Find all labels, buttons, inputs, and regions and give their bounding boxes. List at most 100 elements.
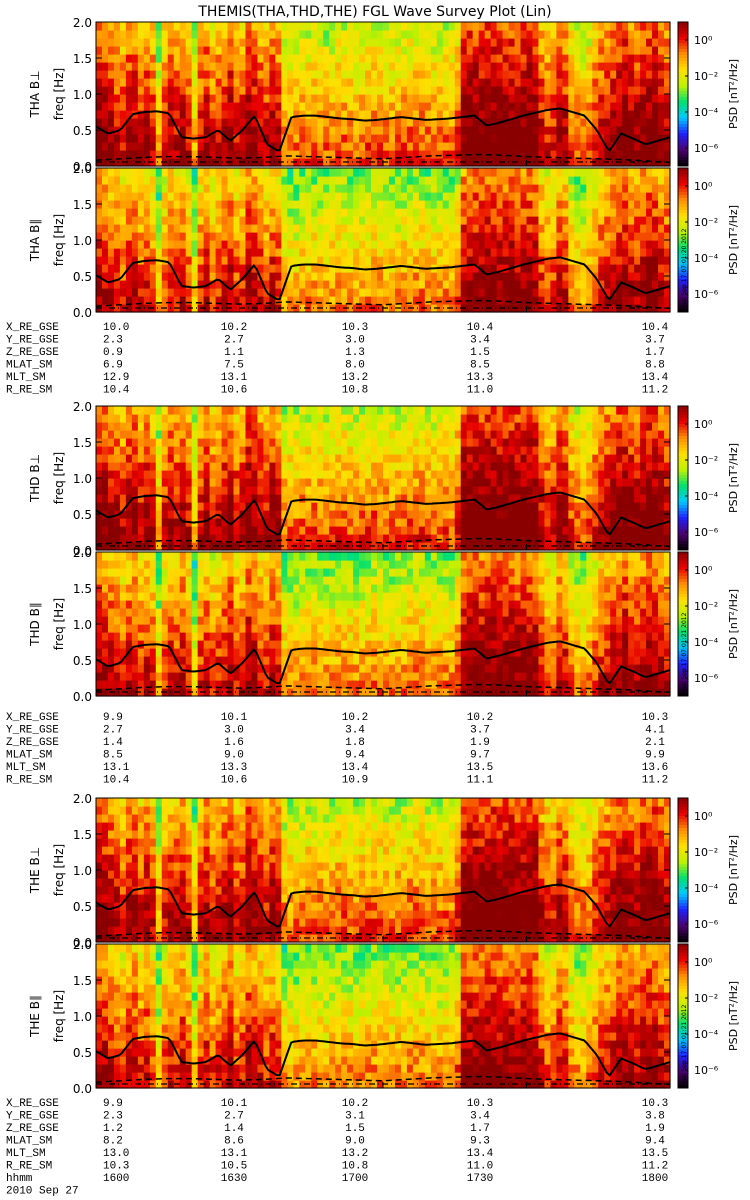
spectrogram-cell bbox=[412, 30, 420, 39]
spectrogram-cell bbox=[137, 126, 145, 135]
spectrogram-cell bbox=[550, 46, 557, 55]
spectrogram-cell bbox=[149, 224, 157, 233]
spectrogram-cell bbox=[640, 110, 647, 119]
spectrogram-cell bbox=[466, 208, 474, 217]
spectrogram-cell bbox=[556, 232, 563, 241]
spectrogram-cell bbox=[472, 142, 480, 151]
spectrogram-cell bbox=[143, 486, 151, 495]
spectrogram-cell bbox=[460, 430, 468, 439]
spectrogram-cell bbox=[191, 70, 199, 79]
spectrogram-cell bbox=[281, 446, 288, 455]
spectrogram-cell bbox=[532, 542, 540, 551]
spectrogram-cell bbox=[460, 86, 468, 95]
spectrogram-cell bbox=[550, 208, 557, 217]
spectrogram-cell bbox=[383, 446, 390, 455]
spectrogram-cell bbox=[652, 280, 659, 289]
spectrogram-cell bbox=[137, 264, 145, 273]
spectrogram-cell bbox=[263, 264, 270, 273]
spectrogram-cell bbox=[173, 54, 181, 63]
spectrogram-cell bbox=[586, 216, 593, 225]
spectrogram-cell bbox=[454, 264, 462, 273]
spectrogram-cell bbox=[233, 22, 241, 31]
spectrogram-cell bbox=[107, 438, 115, 447]
spectrogram-cell bbox=[502, 38, 510, 47]
spectrogram-cell bbox=[257, 168, 265, 177]
spectrogram-cell bbox=[664, 232, 671, 241]
spectrogram-cell bbox=[550, 176, 557, 185]
spectrogram-cell bbox=[628, 62, 635, 71]
spectrogram-cell bbox=[317, 518, 324, 527]
spectrogram-cell bbox=[592, 78, 599, 87]
spectrogram-cell bbox=[335, 240, 342, 249]
spectrogram-cell bbox=[107, 462, 115, 471]
colorbar-segment bbox=[678, 246, 688, 250]
spectrogram-cell bbox=[436, 502, 444, 511]
spectrogram-cell bbox=[448, 486, 456, 495]
spectrogram-cell bbox=[472, 38, 480, 47]
spectrogram-cell bbox=[424, 94, 432, 103]
spectrogram-cell bbox=[430, 406, 438, 415]
spectrogram-cell bbox=[353, 478, 360, 487]
spectrogram-cell bbox=[388, 470, 396, 479]
spectrogram-cell bbox=[418, 256, 426, 265]
colorbar-segment bbox=[678, 43, 688, 47]
spectrogram-cell bbox=[96, 150, 103, 159]
spectrogram-cell bbox=[442, 462, 450, 471]
spectrogram-cell bbox=[508, 38, 516, 47]
spectrogram-cell bbox=[365, 216, 372, 225]
spectrogram-cell bbox=[466, 168, 474, 177]
spectrogram-cell bbox=[335, 406, 342, 415]
spectrogram-cell bbox=[448, 272, 456, 281]
spectrogram-cell bbox=[400, 38, 408, 47]
spectrogram-cell bbox=[406, 248, 414, 257]
spectrogram-cell bbox=[239, 46, 247, 55]
spectrogram-cell bbox=[412, 94, 420, 103]
spectrogram-cell bbox=[371, 216, 378, 225]
spectrogram-cell bbox=[365, 470, 372, 479]
spectrogram-cell bbox=[568, 158, 575, 167]
spectrogram-cell bbox=[418, 54, 426, 63]
spectrogram-cell bbox=[658, 70, 665, 79]
spectrogram-cell bbox=[586, 176, 593, 185]
spectrogram-cell bbox=[394, 454, 402, 463]
spectrogram-cell bbox=[233, 150, 241, 159]
spectrogram-cell bbox=[424, 446, 432, 455]
spectrogram-cell bbox=[269, 110, 276, 119]
spectrogram-cell bbox=[227, 280, 235, 289]
spectrogram-cell bbox=[634, 240, 641, 249]
spectrogram-cell bbox=[197, 224, 205, 233]
spectrogram-cell bbox=[281, 200, 288, 209]
spectrogram-cell bbox=[287, 110, 294, 119]
spectrogram-cell bbox=[598, 86, 605, 95]
spectrogram-cell bbox=[233, 158, 241, 167]
spectrogram-cell bbox=[586, 272, 593, 281]
spectrogram-cell bbox=[400, 486, 408, 495]
spectrogram-cell bbox=[646, 208, 653, 217]
spectrogram-cell bbox=[233, 134, 241, 143]
spectrogram-cell bbox=[365, 22, 372, 31]
spectrogram-cell bbox=[532, 414, 540, 423]
spectrogram-cell bbox=[257, 240, 265, 249]
spectrogram-cell bbox=[406, 22, 414, 31]
spectrogram-cell bbox=[161, 70, 169, 79]
spectrogram-cell bbox=[658, 264, 665, 273]
spectrogram-cell bbox=[215, 62, 223, 71]
spectrogram-cell bbox=[269, 142, 276, 151]
spectrogram-cell bbox=[454, 288, 462, 297]
spectrogram-cell bbox=[155, 224, 163, 233]
spectrogram-cell bbox=[113, 30, 121, 39]
spectrogram-cell bbox=[215, 502, 223, 511]
spectrogram-cell bbox=[215, 150, 223, 159]
spectrogram-cell bbox=[125, 150, 133, 159]
spectrogram-cell bbox=[502, 110, 510, 119]
spectrogram-cell bbox=[263, 192, 270, 201]
spectrogram-cell bbox=[113, 208, 121, 217]
spectrogram-cell bbox=[610, 86, 617, 95]
spectrogram-cell bbox=[448, 208, 456, 217]
spectrogram-cell bbox=[305, 296, 312, 305]
spectrogram-cell bbox=[478, 470, 486, 479]
spectrogram-cell bbox=[448, 462, 456, 471]
spectrogram-cell bbox=[263, 38, 270, 47]
spectrogram-cell bbox=[155, 446, 163, 455]
spectrogram-cell bbox=[335, 272, 342, 281]
